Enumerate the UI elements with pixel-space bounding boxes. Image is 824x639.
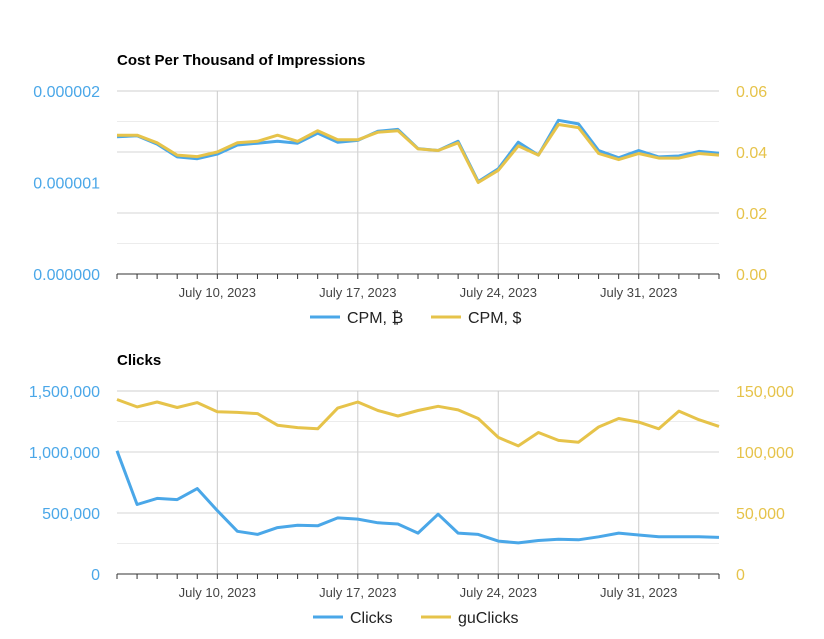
- x-tick-label: July 31, 2023: [600, 585, 677, 600]
- x-tick-label: July 10, 2023: [179, 285, 256, 300]
- left-axis-label: 0: [91, 567, 100, 584]
- right-axis-label: 0.06: [736, 84, 767, 101]
- legend-label: Clicks: [350, 610, 393, 627]
- chart-title-cpm: Cost Per Thousand of Impressions: [117, 52, 366, 69]
- x-tick-label: July 24, 2023: [460, 585, 537, 600]
- left-axis-label: 500,000: [42, 506, 100, 523]
- chart-title-clicks: Clicks: [117, 352, 162, 369]
- legend-label: CPM, $: [468, 310, 521, 327]
- right-axis-label: 50,000: [736, 506, 785, 523]
- left-axis-label: 0.000001: [33, 176, 100, 193]
- series-line-clicks: [115, 450, 720, 545]
- left-axis-label: 0.000002: [33, 84, 100, 101]
- x-tick-label: July 24, 2023: [460, 285, 537, 300]
- chart-0: July 10, 2023 July 17, 2023 July 24, 2023 J…: [33, 84, 767, 327]
- right-axis-label: 150,000: [736, 384, 794, 401]
- legend-label: CPM, ₿: [347, 309, 403, 327]
- chart-1: July 10, 2023 July 17, 2023 July 24, 2023 J…: [29, 384, 794, 627]
- x-tick-label: July 17, 2023: [319, 285, 396, 300]
- right-axis-label: 100,000: [736, 445, 794, 462]
- left-axis-label: 0.000000: [33, 267, 100, 284]
- left-axis-label: 1,000,000: [29, 445, 100, 462]
- left-axis-label: 1,500,000: [29, 384, 100, 401]
- right-axis-label: 0: [736, 567, 745, 584]
- series-line-guclicks: [116, 398, 720, 448]
- right-axis-label: 0.04: [736, 145, 767, 162]
- right-axis-label: 0.00: [736, 267, 767, 284]
- right-axis-label: 0.02: [736, 206, 767, 223]
- x-tick-label: July 17, 2023: [319, 585, 396, 600]
- series-line-cpm: [116, 118, 720, 184]
- x-tick-label: July 10, 2023: [179, 585, 256, 600]
- series-line-cpm: [117, 123, 720, 184]
- x-tick-label: July 31, 2023: [600, 285, 677, 300]
- legend-label: guClicks: [458, 610, 518, 627]
